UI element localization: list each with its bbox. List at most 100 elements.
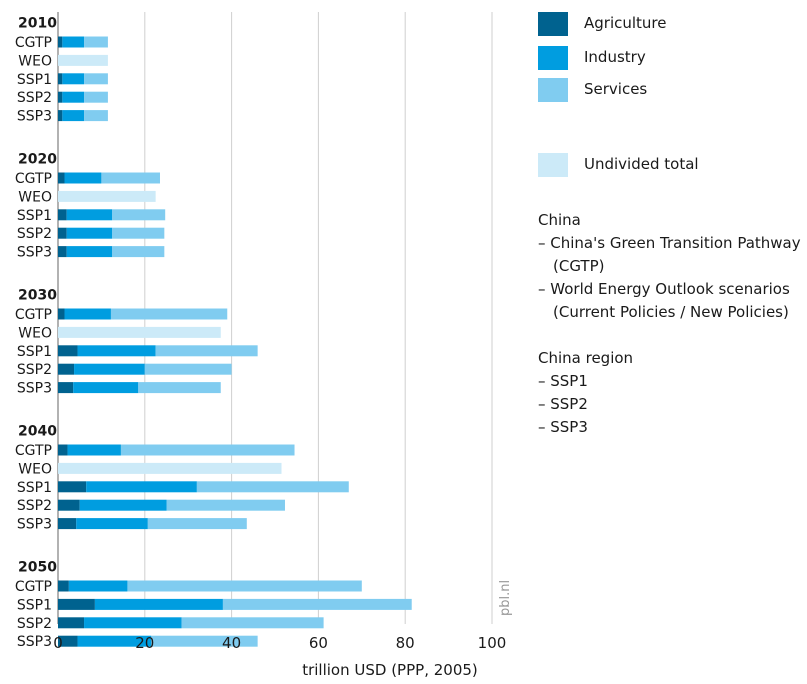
- bar-segment-services: [112, 227, 165, 239]
- bar-segment-industry: [74, 363, 145, 375]
- legend-swatch-agriculture: [538, 12, 568, 36]
- x-tick-labels: 0 20 40 60 80 100: [53, 634, 506, 652]
- bar-segment-agriculture: [58, 363, 75, 375]
- notes-china-item2-line1: – World Energy Outlook scenarios: [538, 280, 790, 298]
- bar-segment-agriculture: [58, 246, 67, 258]
- bar-segment-industry: [67, 444, 121, 456]
- group-year-label: 2020: [18, 152, 57, 168]
- bar-category-label: SSP2: [17, 362, 52, 378]
- bars: [58, 36, 412, 647]
- bar-undivided: [58, 190, 156, 202]
- bar-category-label: SSP3: [17, 245, 52, 261]
- bar-segment-agriculture: [58, 91, 63, 103]
- bar-segment-services: [181, 617, 324, 629]
- bar-category-label: SSP1: [17, 208, 52, 224]
- bar-segment-industry: [94, 598, 223, 610]
- bar-segment-services: [84, 110, 108, 122]
- bar-category-label: CGTP: [15, 579, 52, 595]
- notes-china-item2-line2: (Current Policies / New Policies): [553, 303, 789, 321]
- bar-segment-services: [84, 36, 108, 48]
- bar-category-label: CGTP: [15, 443, 52, 459]
- bar-segment-agriculture: [58, 444, 68, 456]
- bar-category-label: SSP2: [17, 616, 52, 632]
- bar-category-label: SSP1: [17, 597, 52, 613]
- bar-category-label: CGTP: [15, 35, 52, 51]
- bar-segment-agriculture: [58, 345, 78, 357]
- bar-segment-industry: [62, 73, 85, 85]
- bar-segment-industry: [73, 382, 139, 394]
- bar-segment-agriculture: [58, 227, 67, 239]
- bar-category-label: SSP2: [17, 226, 52, 242]
- bar-segment-industry: [66, 246, 113, 258]
- bar-segment-agriculture: [58, 308, 65, 320]
- bar-category-label: SSP3: [17, 517, 52, 533]
- bar-segment-services: [84, 73, 108, 85]
- legend-label-industry: Industry: [584, 48, 646, 66]
- bar-segment-industry: [64, 308, 111, 320]
- bar-segment-industry: [86, 481, 197, 493]
- group-year-label: 2010: [18, 16, 57, 32]
- bar-segment-agriculture: [58, 518, 77, 530]
- x-tick-label: 100: [478, 634, 507, 652]
- bar-segment-services: [84, 91, 108, 103]
- group-year-label: 2030: [18, 288, 57, 304]
- bar-segment-agriculture: [58, 36, 63, 48]
- bar-segment-agriculture: [58, 635, 78, 647]
- bar-segment-services: [155, 345, 258, 357]
- bar-segment-industry: [84, 617, 182, 629]
- bar-segment-services: [196, 481, 349, 493]
- bar-segment-services: [120, 444, 295, 456]
- bar-segment-agriculture: [58, 580, 69, 592]
- bar-category-label: SSP2: [17, 498, 52, 514]
- bar-segment-services: [138, 382, 221, 394]
- bar-segment-industry: [76, 518, 148, 530]
- bar-segment-services: [101, 172, 160, 184]
- legend-swatch-industry: [538, 46, 568, 70]
- bar-category-label: SSP1: [17, 344, 52, 360]
- bar-category-label: WEO: [18, 189, 52, 205]
- bar-segment-industry: [62, 110, 85, 122]
- bar-segment-industry: [79, 499, 167, 511]
- bar-segment-agriculture: [58, 598, 95, 610]
- bar-segment-industry: [62, 36, 85, 48]
- bar-category-label: SSP1: [17, 480, 52, 496]
- bar-undivided: [58, 326, 221, 338]
- bar-segment-agriculture: [58, 617, 85, 629]
- group-year-label: 2050: [18, 560, 57, 576]
- bar-category-label: SSP3: [17, 109, 52, 125]
- notes-china-item1-line1: – China's Green Transition Pathway: [538, 234, 801, 252]
- notes-china-title: China: [538, 211, 581, 229]
- bar-category-label: WEO: [18, 53, 52, 69]
- bar-category-label: SSP3: [17, 634, 52, 650]
- scenario-notes: China – China's Green Transition Pathway…: [538, 209, 806, 439]
- bar-segment-agriculture: [58, 499, 80, 511]
- bar-category-label: WEO: [18, 461, 52, 477]
- bar-undivided: [58, 462, 282, 474]
- x-tick-label: 40: [222, 634, 241, 652]
- bar-segment-services: [144, 363, 232, 375]
- bar-undivided: [58, 54, 108, 66]
- group-year-label: 2040: [18, 424, 57, 440]
- bar-category-label: CGTP: [15, 171, 52, 187]
- x-tick-label: 60: [309, 634, 328, 652]
- notes-region-item2: – SSP2: [538, 395, 588, 413]
- bar-chart: 2010 CGTP WEO SSP1 SSP2 SSP3 2020 CGTP WEO SSP1 SS…: [15, 12, 513, 679]
- legend-label-agriculture: Agriculture: [584, 14, 667, 32]
- bar-segment-agriculture: [58, 73, 63, 85]
- bar-segment-agriculture: [58, 481, 87, 493]
- bar-segment-agriculture: [58, 209, 67, 221]
- notes-region-title: China region: [538, 349, 634, 367]
- bar-segment-agriculture: [58, 110, 63, 122]
- legend-swatch-undivided: [538, 153, 568, 177]
- bar-segment-agriculture: [58, 172, 65, 184]
- bar-segment-services: [112, 246, 165, 258]
- bar-segment-industry: [77, 635, 152, 647]
- bar-segment-services: [127, 580, 362, 592]
- bar-category-label: CGTP: [15, 307, 52, 323]
- bar-segment-industry: [77, 345, 156, 357]
- bar-segment-services: [147, 518, 247, 530]
- notes-region-item3: – SSP3: [538, 418, 588, 436]
- category-labels: 2010 CGTP WEO SSP1 SSP2 SSP3 2020 CGTP WEO SSP1 SS…: [15, 16, 57, 651]
- bar-segment-services: [166, 499, 285, 511]
- bar-segment-industry: [66, 227, 113, 239]
